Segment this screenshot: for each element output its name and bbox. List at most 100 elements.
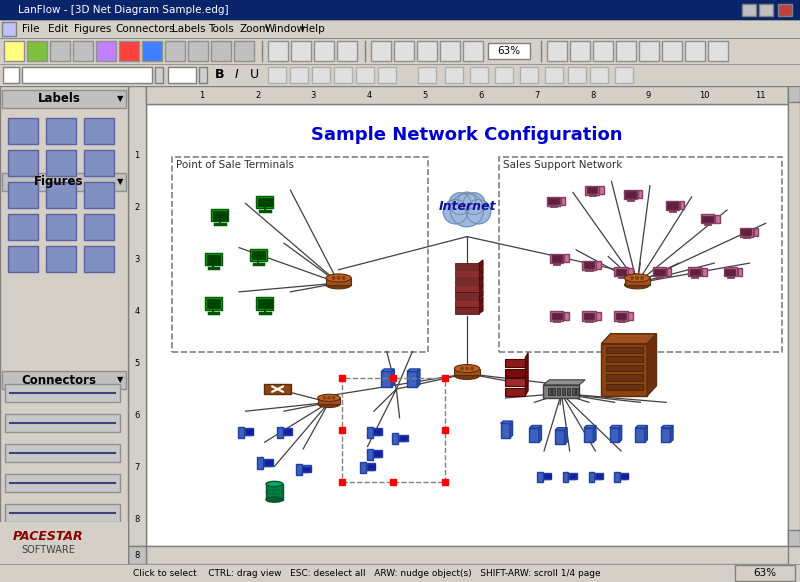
FancyBboxPatch shape — [553, 388, 555, 395]
FancyBboxPatch shape — [614, 471, 620, 482]
FancyBboxPatch shape — [569, 473, 577, 479]
Text: LanFlow - [3D Net Diagram Sample.edg]: LanFlow - [3D Net Diagram Sample.edg] — [18, 5, 229, 15]
FancyBboxPatch shape — [628, 312, 633, 320]
FancyBboxPatch shape — [606, 347, 642, 353]
FancyBboxPatch shape — [599, 186, 604, 194]
FancyBboxPatch shape — [407, 371, 417, 387]
FancyBboxPatch shape — [0, 0, 800, 20]
FancyBboxPatch shape — [205, 253, 222, 265]
FancyBboxPatch shape — [339, 479, 345, 485]
Polygon shape — [645, 425, 647, 442]
Text: 7: 7 — [534, 90, 539, 100]
Ellipse shape — [454, 364, 480, 372]
FancyBboxPatch shape — [84, 150, 114, 176]
FancyBboxPatch shape — [562, 388, 565, 395]
Text: Window: Window — [265, 24, 306, 34]
FancyBboxPatch shape — [165, 41, 185, 61]
FancyBboxPatch shape — [2, 173, 126, 191]
FancyBboxPatch shape — [256, 196, 274, 208]
FancyBboxPatch shape — [445, 67, 463, 83]
FancyBboxPatch shape — [155, 67, 163, 83]
Text: 6: 6 — [478, 90, 484, 100]
FancyBboxPatch shape — [561, 197, 566, 205]
FancyBboxPatch shape — [520, 67, 538, 83]
FancyBboxPatch shape — [550, 254, 563, 263]
Text: 63%: 63% — [754, 568, 777, 578]
Text: 4: 4 — [134, 307, 140, 317]
FancyBboxPatch shape — [688, 267, 702, 276]
FancyBboxPatch shape — [551, 313, 562, 320]
FancyBboxPatch shape — [0, 38, 800, 64]
FancyBboxPatch shape — [545, 67, 563, 83]
Polygon shape — [565, 428, 567, 444]
Text: 2: 2 — [255, 90, 260, 100]
FancyBboxPatch shape — [146, 86, 788, 104]
FancyBboxPatch shape — [653, 267, 666, 276]
Polygon shape — [530, 425, 542, 428]
FancyBboxPatch shape — [366, 463, 375, 470]
FancyBboxPatch shape — [639, 41, 659, 61]
Polygon shape — [555, 428, 567, 430]
FancyBboxPatch shape — [2, 371, 126, 389]
FancyBboxPatch shape — [46, 150, 76, 176]
FancyBboxPatch shape — [616, 41, 636, 61]
FancyBboxPatch shape — [572, 388, 574, 395]
Polygon shape — [635, 425, 647, 428]
FancyBboxPatch shape — [213, 211, 226, 219]
Polygon shape — [525, 353, 528, 396]
FancyBboxPatch shape — [738, 268, 742, 276]
FancyBboxPatch shape — [702, 216, 713, 222]
FancyBboxPatch shape — [440, 41, 460, 61]
FancyBboxPatch shape — [723, 267, 737, 276]
Polygon shape — [479, 282, 483, 292]
FancyBboxPatch shape — [455, 307, 479, 314]
FancyBboxPatch shape — [547, 197, 560, 205]
FancyBboxPatch shape — [337, 41, 357, 61]
FancyBboxPatch shape — [318, 398, 340, 404]
FancyBboxPatch shape — [46, 214, 76, 240]
FancyBboxPatch shape — [238, 427, 244, 438]
FancyBboxPatch shape — [442, 427, 447, 433]
FancyBboxPatch shape — [3, 67, 19, 83]
FancyBboxPatch shape — [268, 41, 288, 61]
Text: Edit: Edit — [48, 24, 68, 34]
FancyBboxPatch shape — [577, 388, 579, 395]
FancyBboxPatch shape — [250, 249, 267, 261]
Circle shape — [328, 397, 330, 399]
Polygon shape — [661, 425, 673, 428]
Circle shape — [342, 276, 345, 279]
FancyBboxPatch shape — [314, 41, 334, 61]
FancyBboxPatch shape — [283, 428, 292, 435]
Text: Tools: Tools — [208, 24, 234, 34]
FancyBboxPatch shape — [268, 67, 286, 83]
Circle shape — [458, 192, 476, 210]
FancyBboxPatch shape — [8, 214, 38, 240]
FancyBboxPatch shape — [742, 4, 756, 16]
FancyBboxPatch shape — [258, 197, 271, 207]
FancyBboxPatch shape — [27, 41, 47, 61]
Circle shape — [466, 367, 468, 370]
FancyBboxPatch shape — [84, 182, 114, 208]
FancyBboxPatch shape — [84, 118, 114, 144]
FancyBboxPatch shape — [505, 369, 525, 377]
FancyBboxPatch shape — [84, 246, 114, 272]
FancyBboxPatch shape — [596, 261, 601, 269]
Circle shape — [470, 367, 474, 370]
FancyBboxPatch shape — [505, 359, 525, 367]
FancyBboxPatch shape — [602, 344, 647, 396]
FancyBboxPatch shape — [625, 278, 650, 285]
FancyBboxPatch shape — [417, 41, 437, 61]
FancyBboxPatch shape — [8, 182, 38, 208]
FancyBboxPatch shape — [667, 203, 678, 209]
FancyBboxPatch shape — [188, 41, 208, 61]
FancyBboxPatch shape — [8, 150, 38, 176]
Ellipse shape — [326, 274, 351, 282]
FancyBboxPatch shape — [538, 471, 542, 482]
FancyBboxPatch shape — [548, 388, 550, 395]
FancyBboxPatch shape — [5, 474, 120, 492]
FancyBboxPatch shape — [606, 356, 642, 362]
Text: 7: 7 — [134, 463, 140, 473]
Ellipse shape — [625, 281, 650, 289]
Polygon shape — [619, 425, 622, 442]
FancyBboxPatch shape — [606, 384, 642, 390]
